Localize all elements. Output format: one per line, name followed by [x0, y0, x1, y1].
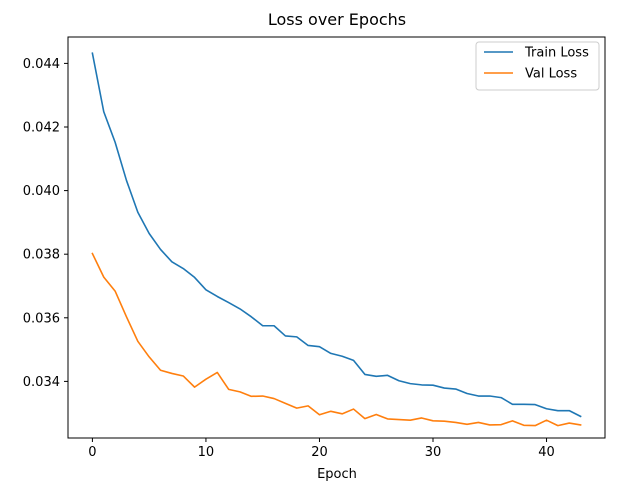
x-tick-label: 20 — [311, 445, 328, 460]
chart-title: Loss over Epochs — [268, 10, 406, 29]
x-tick-label: 40 — [538, 445, 555, 460]
x-axis: 0 10 20 30 40 — [88, 438, 555, 460]
plot-area — [67, 36, 606, 439]
y-tick-label: 0.038 — [23, 248, 60, 263]
y-tick-label: 0.040 — [23, 184, 60, 199]
legend-box — [475, 41, 600, 91]
x-tick-label: 0 — [88, 445, 96, 460]
x-tick-label: 10 — [198, 445, 215, 460]
y-tick-label: 0.042 — [23, 120, 60, 135]
y-tick-label: 0.036 — [23, 311, 60, 326]
legend-label: Train Loss — [524, 46, 589, 61]
series-line-val-loss — [91, 252, 582, 427]
y-axis: 0.034 0.036 0.038 0.040 0.042 0.044 — [23, 57, 68, 390]
series-group — [91, 52, 582, 427]
legend-label: Val Loss — [525, 67, 577, 82]
series-line-train-loss — [91, 52, 582, 418]
y-tick-label: 0.044 — [23, 57, 60, 72]
x-tick-label: 30 — [425, 445, 442, 460]
legend: Train Loss Val Loss — [475, 41, 600, 91]
y-tick-label: 0.034 — [23, 375, 60, 390]
x-axis-label: Epoch — [317, 467, 357, 482]
